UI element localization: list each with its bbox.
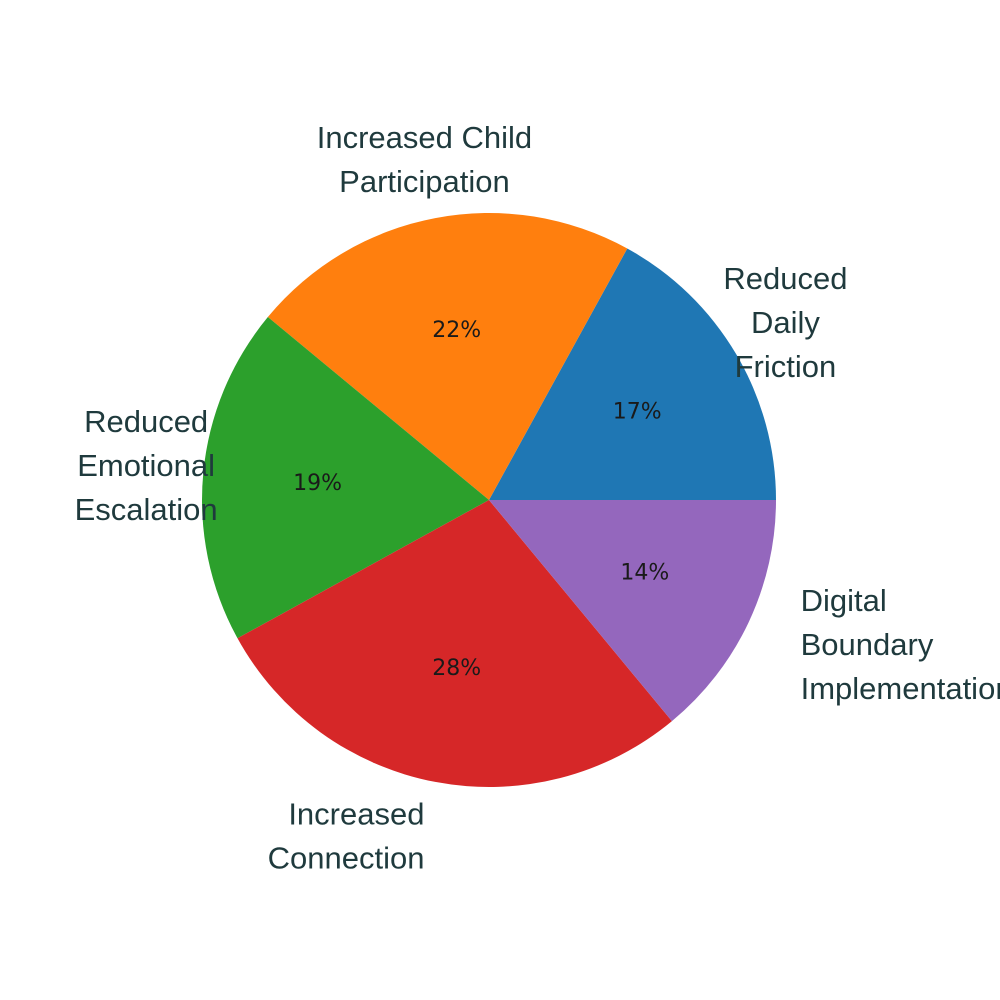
slice-category-label-line: Participation (339, 164, 510, 199)
percent-labels: 17% 22% 19% 28% 14% (293, 318, 669, 681)
category-labels: Reduced Daily Friction Increased Child Parti… (75, 120, 1000, 876)
slice-category-label: Increased Child Participation (317, 120, 532, 199)
slice-percent-label: 14% (620, 560, 669, 585)
slice-category-label: Reduced Daily Friction (723, 261, 847, 384)
slice-category-label-line: Emotional (77, 448, 215, 483)
slice-category-label-line: Friction (735, 349, 837, 384)
slice-category-label: Digital Boundary Implementation (801, 583, 1000, 706)
slice-category-label: Increased Connection (268, 796, 425, 875)
slice-category-label-line: Connection (268, 840, 425, 875)
pie-slice (489, 500, 776, 722)
slice-percent-label: 28% (432, 656, 481, 681)
slice-category-label-line: Reduced (84, 404, 208, 439)
slice-category-label-line: Implementation (801, 671, 1000, 706)
pie-slice (237, 500, 672, 787)
slice-category-label-line: Increased Child (317, 120, 532, 155)
slice-category-label-line: Daily (751, 305, 820, 340)
pie-slice (489, 248, 777, 500)
slice-category-label-line: Boundary (801, 627, 934, 662)
slice-category-label-line: Digital (801, 583, 887, 618)
slice-percent-label: 22% (432, 318, 481, 343)
pie-slice (202, 317, 489, 639)
slice-percent-label: 17% (613, 399, 662, 424)
slice-percent-label: 19% (293, 471, 342, 496)
slice-category-label: Reduced Emotional Escalation (75, 404, 218, 527)
slice-category-label-line: Increased (288, 796, 424, 831)
pie-slices (202, 213, 777, 787)
pie-slice (267, 213, 628, 500)
slice-category-label-line: Reduced (723, 261, 847, 296)
slice-category-label-line: Escalation (75, 492, 218, 527)
